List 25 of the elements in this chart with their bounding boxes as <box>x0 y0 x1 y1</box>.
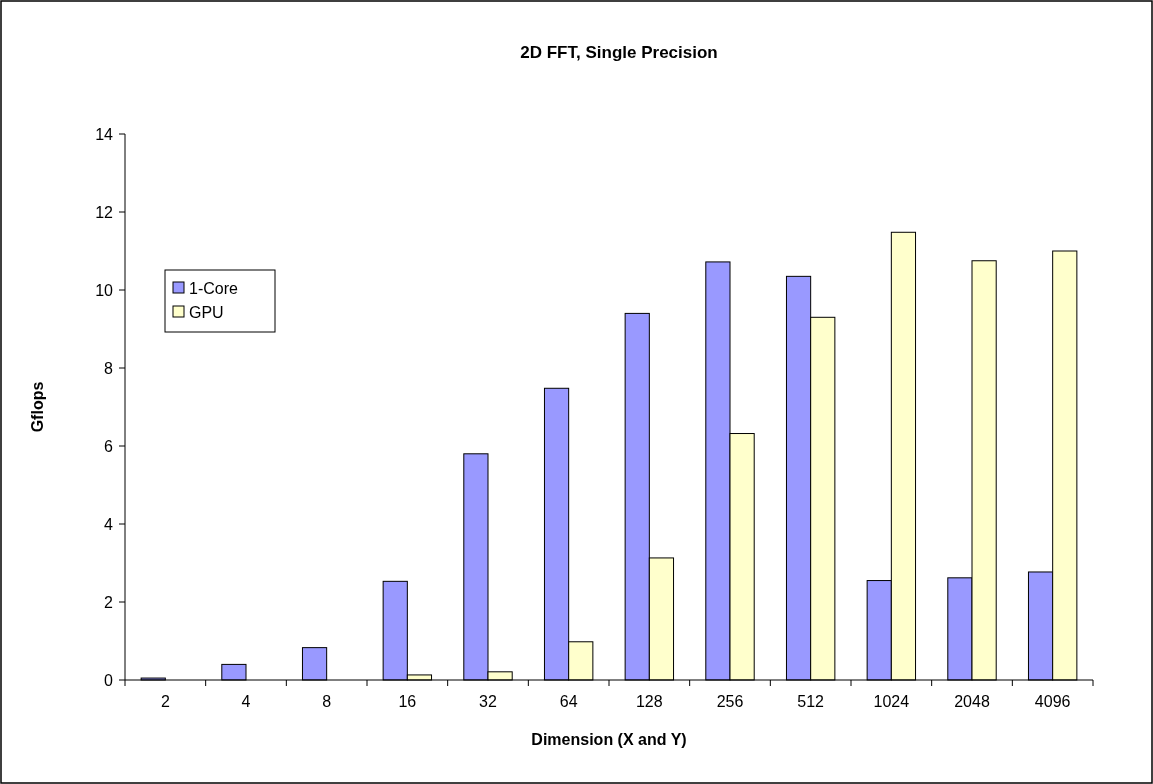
x-tick-label: 128 <box>635 693 663 710</box>
y-tick-label: 4 <box>104 515 114 533</box>
x-axis-title: Dimension (X and Y) <box>531 731 687 748</box>
y-tick-label: 14 <box>95 125 114 143</box>
chart-title: 2D FFT, Single Precision <box>520 43 718 62</box>
x-tick-label: 64 <box>559 693 578 710</box>
y-axis-title: Gflops <box>29 381 46 433</box>
y-tick-label: 12 <box>95 203 114 221</box>
x-tick-label: 1024 <box>873 693 910 710</box>
x-tick-label: 256 <box>716 693 744 710</box>
x-tick-label: 16 <box>398 693 417 710</box>
y-tick-label: 8 <box>104 359 114 377</box>
x-tick-label: 32 <box>479 693 497 710</box>
y-tick-label: 0 <box>104 671 114 689</box>
y-tick-label: 6 <box>104 437 114 455</box>
x-tick-label: 512 <box>797 693 825 710</box>
legend-label: 1-Core <box>189 279 239 297</box>
x-tick-label: 2 <box>160 693 170 710</box>
x-tick-label: 4096 <box>1034 693 1071 710</box>
x-tick-label: 8 <box>322 693 332 710</box>
legend-label: GPU <box>189 303 224 321</box>
y-tick-label: 10 <box>95 281 114 299</box>
x-tick-label: 4 <box>241 693 251 710</box>
x-tick-label: 2048 <box>954 693 990 710</box>
y-tick-label: 2 <box>104 593 114 611</box>
